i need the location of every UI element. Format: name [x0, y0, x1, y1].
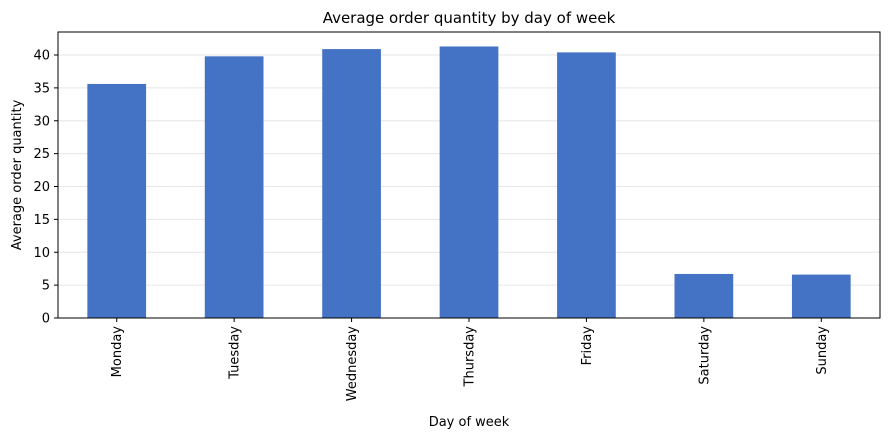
bar-friday [557, 52, 616, 318]
bar-sunday [791, 274, 851, 318]
y-tick-label: 15 [33, 213, 50, 228]
y-tick-label: 5 [42, 279, 50, 294]
x-axis-ticks: Monday Tuesday Wednesday Thursday Friday Satu… [110, 318, 830, 401]
y-tick-label: 35 [33, 81, 50, 96]
bars [87, 46, 851, 319]
x-tick-label: Wednesday [345, 326, 360, 402]
y-tick-label: 30 [33, 114, 50, 129]
x-tick-label: Tuesday [228, 326, 243, 380]
bar-tuesday [204, 56, 264, 318]
bar-monday [87, 83, 147, 318]
y-tick-label: 10 [33, 246, 50, 261]
x-tick-label: Friday [580, 326, 595, 366]
x-axis-label: Day of week [429, 415, 510, 430]
y-tick-label: 25 [33, 147, 50, 162]
y-tick-label: 20 [33, 180, 50, 195]
y-tick-label: 0 [42, 312, 50, 327]
x-tick-label: Saturday [697, 326, 712, 385]
y-axis-ticks: 0 5 10 15 20 25 30 35 40 [33, 49, 58, 327]
chart-title: Average order quantity by day of week [323, 9, 616, 27]
x-tick-label: Sunday [815, 326, 830, 375]
y-tick-label: 40 [33, 49, 50, 64]
bar-wednesday [322, 49, 381, 319]
bar-saturday [674, 273, 734, 318]
x-tick-label: Thursday [463, 326, 478, 388]
y-axis-label: Average order quantity [10, 99, 25, 250]
bar-thursday [439, 46, 499, 319]
x-tick-label: Monday [110, 326, 125, 378]
